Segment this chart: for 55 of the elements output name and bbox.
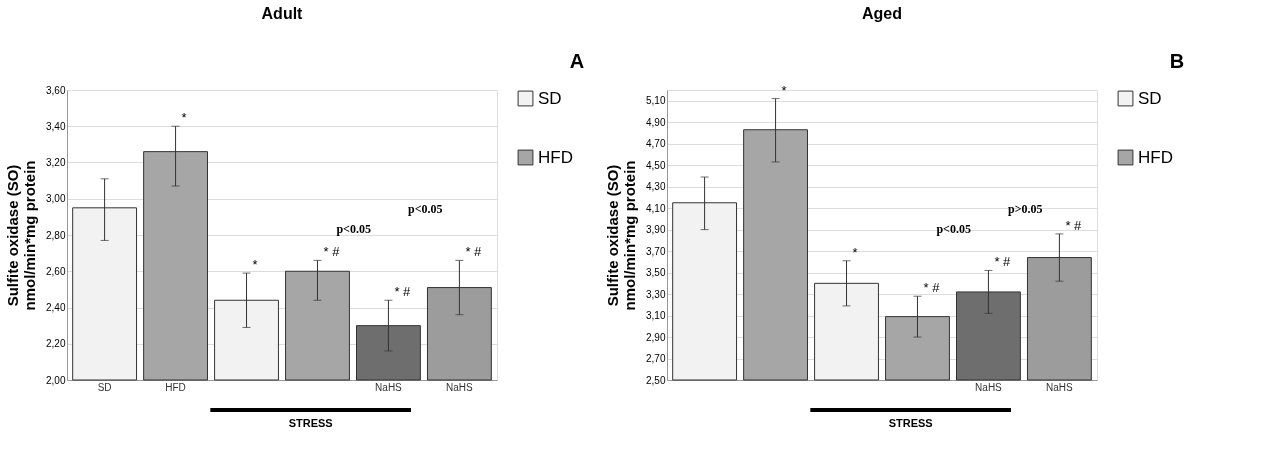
annotation: p<0.05	[408, 201, 443, 216]
data-label: * #	[394, 284, 412, 300]
data-label: * #	[923, 280, 941, 296]
y-tick-label: 3,20	[46, 157, 66, 168]
y-tick-label: 3,50	[646, 267, 666, 279]
y-tick-label: 2,20	[46, 338, 66, 350]
annotation: p<0.05	[336, 222, 371, 237]
y-tick-label: 2,90	[646, 331, 666, 343]
y-tick-label: 3,00	[46, 193, 66, 205]
y-tick-label: 5,10	[646, 95, 666, 107]
text: STRESS	[888, 417, 933, 429]
data-label: * #	[1065, 217, 1083, 233]
chart-title: Aged	[862, 5, 902, 22]
y-tick-label: 4,10	[646, 202, 666, 214]
y-tick-label: 4,30	[646, 181, 666, 193]
y-tick-label: 3,60	[46, 84, 66, 96]
legend-label: HFD	[1138, 147, 1173, 167]
x-tick-label: NaHS	[446, 381, 474, 393]
legend-label: HFD	[538, 147, 573, 167]
y-tick-label: 2,80	[46, 229, 66, 241]
y-tick-label: 3,10	[646, 310, 666, 322]
y-axis-title: Sulfite oxidase (SO) nmol/min*mg protein	[4, 160, 39, 311]
data-label: * #	[994, 254, 1012, 270]
x-tick-label: NaHS	[375, 381, 403, 393]
x-tick-label: HFD	[165, 381, 186, 393]
annotation: p<0.05	[936, 222, 971, 237]
x-tick-label: NaHS	[975, 381, 1003, 393]
text: A	[569, 50, 585, 72]
y-tick-label: 2,70	[646, 353, 666, 365]
x-tick-label: NaHS	[1046, 381, 1074, 393]
y-tick-label: 4,90	[646, 116, 666, 128]
y-tick-label: 2,50	[646, 374, 666, 386]
x-tick-label: SD	[97, 381, 112, 393]
data-label: *	[181, 110, 187, 126]
data-label: * #	[465, 244, 483, 260]
y-tick-label: 2,40	[46, 302, 66, 313]
data-label: *	[252, 257, 258, 273]
legend-label: SD	[1138, 88, 1162, 108]
y-tick-label: 3,40	[46, 120, 66, 132]
legend-label: SD	[538, 88, 562, 108]
y-tick-label: 3,70	[646, 245, 666, 257]
data-label: *	[781, 82, 787, 98]
data-label: * #	[323, 244, 341, 260]
annotation: p>0.05	[1008, 201, 1043, 216]
y-tick-label: 3,30	[646, 288, 666, 300]
data-label: *	[852, 244, 858, 260]
y-tick-label: 2,00	[46, 374, 66, 386]
chart-title: Adult	[261, 5, 304, 22]
y-tick-label: 4,50	[646, 159, 666, 171]
y-tick-label: 3,90	[646, 224, 666, 236]
y-tick-label: 4,70	[646, 138, 666, 150]
text: B	[1169, 50, 1185, 72]
y-tick-label: 2,60	[46, 265, 66, 277]
y-axis-title: Sulfite oxidase (SO) nmol/min*mg protein	[604, 160, 639, 311]
text: STRESS	[288, 417, 333, 429]
